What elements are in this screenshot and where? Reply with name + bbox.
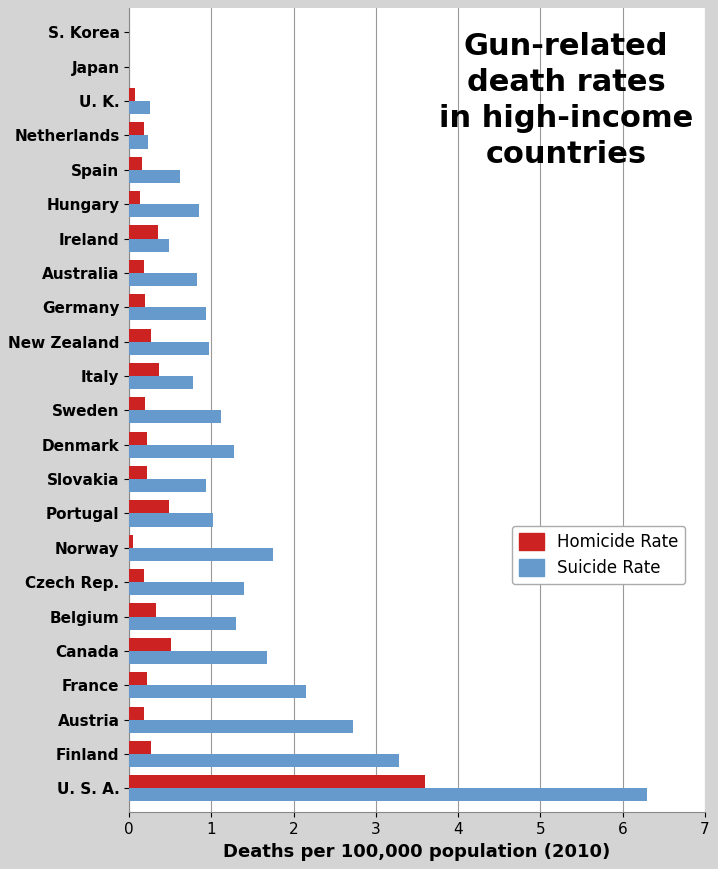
Bar (129, 445, 235, 458)
Bar (129, 169, 180, 182)
Bar (129, 775, 425, 788)
Bar (129, 569, 144, 582)
X-axis label: Deaths per 100,000 population (2010): Deaths per 100,000 population (2010) (223, 843, 611, 860)
Bar (129, 754, 399, 767)
Bar (129, 534, 134, 547)
Bar (129, 225, 158, 239)
Bar (129, 191, 140, 204)
Bar (129, 706, 144, 720)
Bar (129, 376, 192, 389)
Bar (129, 651, 267, 664)
Bar (129, 363, 159, 376)
Bar (129, 204, 199, 217)
Bar (129, 686, 306, 699)
Bar (129, 638, 171, 651)
Bar (129, 673, 147, 686)
Bar (129, 328, 151, 342)
Bar (129, 156, 141, 169)
Bar (129, 410, 221, 423)
Bar (129, 260, 144, 273)
Bar (129, 239, 169, 252)
Bar (129, 123, 144, 136)
Bar (129, 432, 147, 445)
Bar (129, 466, 146, 479)
Bar (129, 295, 145, 308)
Bar (129, 741, 151, 754)
Bar (129, 616, 236, 629)
Bar (129, 547, 273, 561)
Text: Gun-related
death rates
in high-income
countries: Gun-related death rates in high-income c… (439, 32, 694, 169)
Bar (129, 582, 244, 595)
Bar (129, 501, 169, 514)
Bar (129, 342, 209, 355)
Bar (129, 136, 148, 149)
Bar (129, 101, 150, 114)
Bar (129, 788, 648, 801)
Bar (129, 397, 145, 410)
Legend: Homicide Rate, Suicide Rate: Homicide Rate, Suicide Rate (512, 526, 685, 584)
Bar (129, 479, 206, 492)
Bar (129, 273, 197, 286)
Bar (129, 603, 157, 616)
Bar (129, 308, 206, 321)
Bar (129, 88, 135, 101)
Bar (129, 720, 353, 733)
Bar (129, 514, 213, 527)
